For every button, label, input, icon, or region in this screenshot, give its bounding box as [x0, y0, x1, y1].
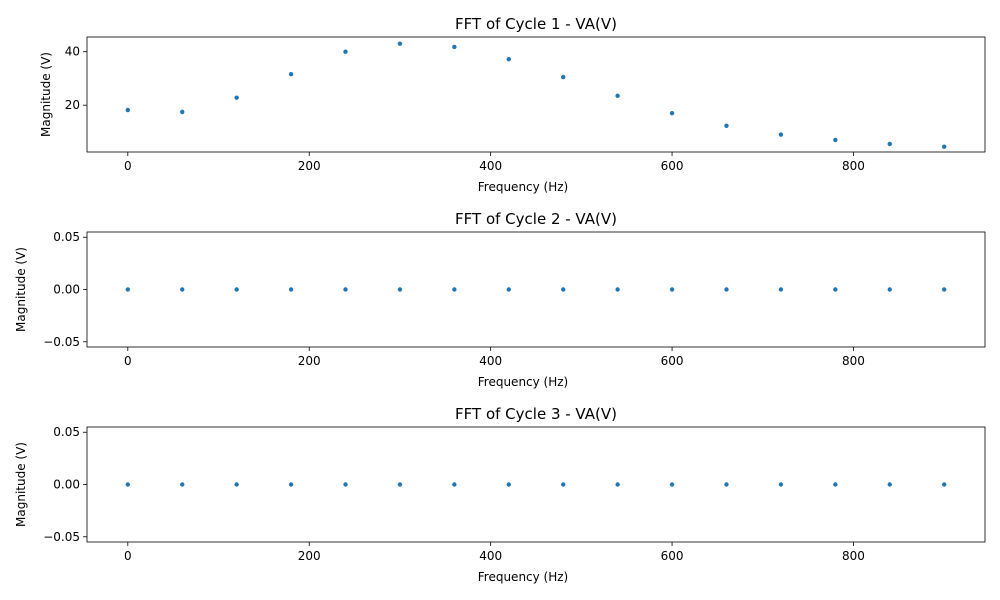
- data-point: [833, 287, 838, 292]
- x-tick-label: 0: [124, 354, 132, 368]
- data-point: [724, 287, 729, 292]
- data-point: [778, 482, 784, 487]
- data-point: [833, 137, 838, 143]
- chart-panel-2: FFT of Cycle 2 - VA(V) 0 200 400 600 800 −0.05…: [14, 210, 986, 389]
- y-tick-label: −0.05: [43, 335, 80, 349]
- x-tick-label: 600: [661, 159, 684, 173]
- y-tick-label: 0.00: [53, 478, 80, 492]
- y-tick-label: 0.05: [53, 425, 80, 439]
- plot-frame: [86, 426, 986, 543]
- data-point: [887, 287, 892, 292]
- y-tick-label: 40: [65, 45, 80, 59]
- data-point: [234, 95, 239, 100]
- x-axis-label: Frequency (Hz): [478, 375, 569, 389]
- y-axis-label: Magnitude (V): [14, 442, 28, 527]
- x-tick-label: 800: [842, 549, 865, 563]
- data-point: [615, 287, 620, 292]
- data-point: [452, 482, 457, 487]
- x-tick-label: 400: [479, 549, 502, 563]
- data-point: [561, 74, 566, 80]
- data-point: [778, 287, 784, 292]
- data-point: [234, 482, 239, 487]
- data-point: [941, 482, 947, 487]
- data-point: [288, 287, 294, 292]
- data-point: [397, 482, 403, 487]
- x-tick-label: 400: [479, 354, 502, 368]
- x-tick-label: 0: [124, 549, 132, 563]
- x-tick-label: 600: [661, 354, 684, 368]
- x-tick-label: 800: [842, 159, 865, 173]
- plot-frame: [86, 231, 986, 348]
- data-point: [180, 287, 185, 292]
- x-tick-label: 200: [298, 549, 321, 563]
- y-tick-label: −0.05: [43, 530, 80, 544]
- data-point: [941, 287, 947, 292]
- data-point: [343, 49, 348, 54]
- x-tick-label: 200: [298, 354, 321, 368]
- x-tick-label: 600: [661, 549, 684, 563]
- chart-title: FFT of Cycle 2 - VA(V): [455, 210, 617, 228]
- data-point: [669, 482, 675, 487]
- data-point: [887, 141, 892, 147]
- chart-title: FFT of Cycle 3 - VA(V): [455, 405, 617, 423]
- data-point: [615, 482, 620, 487]
- y-tick-label: 20: [65, 98, 80, 112]
- chart-panel-1: FFT of Cycle 1 - VA(V) 0 200 400 600 800 20 40 F…: [39, 15, 986, 194]
- data-point: [561, 482, 566, 487]
- data-point: [506, 56, 511, 62]
- x-tick-label: 400: [479, 159, 502, 173]
- y-tick-label: 0.00: [53, 283, 80, 297]
- data-point: [669, 111, 675, 116]
- data-point: [288, 71, 294, 77]
- data-point: [452, 44, 457, 50]
- data-point: [452, 287, 457, 292]
- data-point: [941, 144, 947, 149]
- data-point: [615, 93, 620, 99]
- y-axis-label: Magnitude (V): [39, 52, 53, 137]
- data-point: [288, 482, 294, 487]
- data-point: [125, 287, 131, 292]
- y-axis-label: Magnitude (V): [14, 247, 28, 332]
- data-point: [724, 123, 729, 128]
- plot-frame: [86, 36, 986, 153]
- data-point: [343, 287, 348, 292]
- data-point: [669, 287, 675, 292]
- data-point: [887, 482, 892, 487]
- data-point: [561, 287, 566, 292]
- data-point: [234, 287, 239, 292]
- x-tick-label: 800: [842, 354, 865, 368]
- data-point: [833, 482, 838, 487]
- chart-title: FFT of Cycle 1 - VA(V): [455, 15, 617, 33]
- x-axis-label: Frequency (Hz): [478, 180, 569, 194]
- data-point: [506, 482, 511, 487]
- data-point: [180, 482, 185, 487]
- x-tick-label: 200: [298, 159, 321, 173]
- data-point: [506, 287, 511, 292]
- data-point: [397, 41, 403, 46]
- x-tick-label: 0: [124, 159, 132, 173]
- data-point: [778, 132, 784, 137]
- data-point: [125, 107, 131, 113]
- data-point: [343, 482, 348, 487]
- chart-panel-3: FFT of Cycle 3 - VA(V) 0 200 400 600 800 −0.05…: [14, 405, 986, 584]
- y-tick-label: 0.05: [53, 230, 80, 244]
- data-point: [724, 482, 729, 487]
- data-point: [397, 287, 403, 292]
- x-axis-label: Frequency (Hz): [478, 570, 569, 584]
- data-point: [180, 109, 185, 115]
- data-point: [125, 482, 131, 487]
